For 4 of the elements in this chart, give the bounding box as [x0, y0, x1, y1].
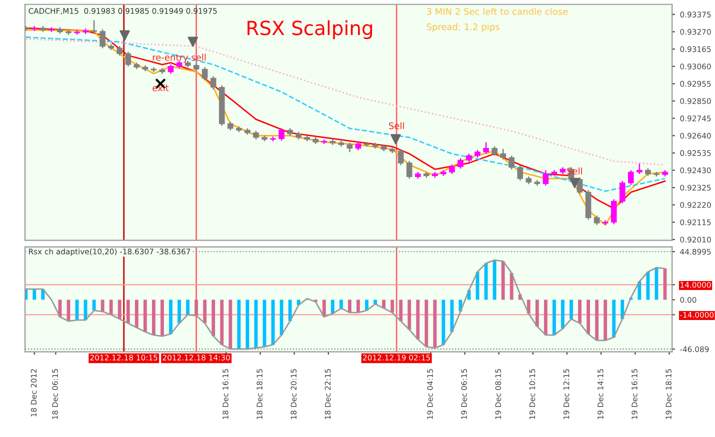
- annotation: exit: [152, 84, 169, 92]
- annotation: 3 MIN 2 Sec left to candle close: [426, 8, 568, 15]
- annotation: Spread: 1.2 pips: [426, 23, 500, 32]
- text: RSX Scalping: [248, 20, 372, 40]
